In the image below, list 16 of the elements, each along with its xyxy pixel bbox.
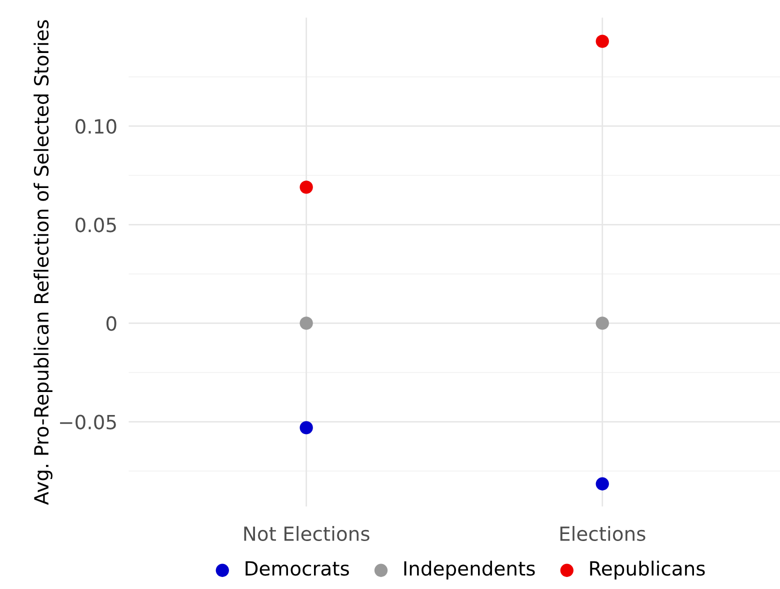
x-tick-label: Elections bbox=[560, 526, 646, 542]
legend-label: Independents bbox=[404, 560, 535, 580]
point bbox=[300, 180, 313, 194]
y-tick-label: 0 bbox=[106, 316, 116, 331]
point bbox=[300, 421, 313, 434]
point bbox=[596, 34, 609, 48]
y-tick-label: 0.05 bbox=[76, 218, 116, 232]
legend-label: Republicans bbox=[590, 560, 705, 580]
legend-label: Democrats bbox=[246, 561, 349, 576]
point bbox=[300, 316, 313, 330]
point bbox=[596, 316, 609, 330]
x-tick-label: Not Elections bbox=[244, 526, 370, 542]
y-axis-title: Avg. Pro-Republican Reflection of Selected Stories bbox=[34, 20, 52, 505]
y-tick-label: 0.10 bbox=[76, 119, 116, 134]
y-tick-label: −0.05 bbox=[60, 414, 116, 430]
point bbox=[596, 477, 609, 490]
